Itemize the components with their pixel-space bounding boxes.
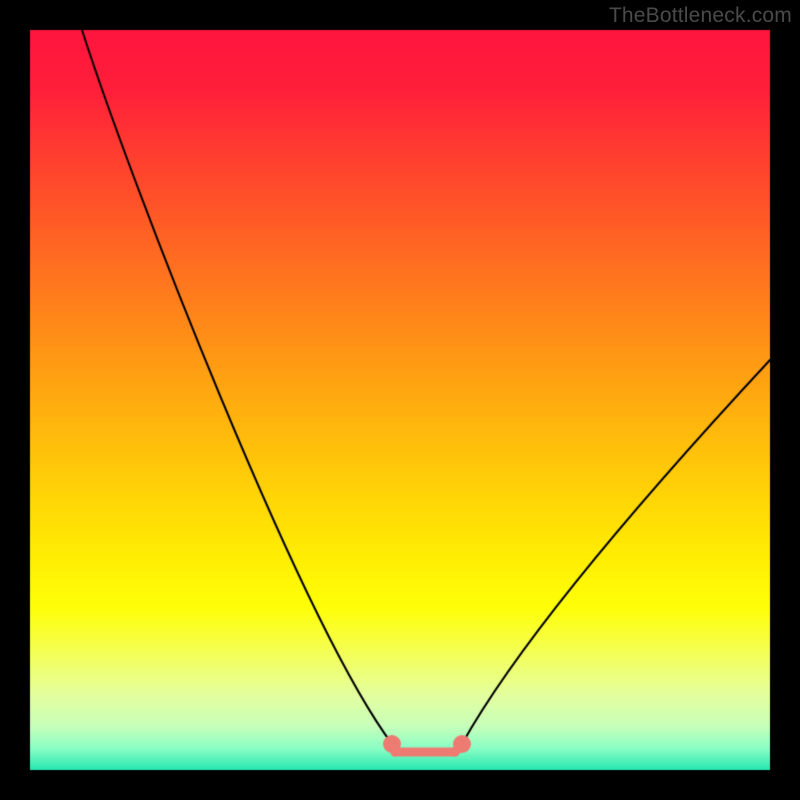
bottleneck-chart-root: { "chart": { "type": "line", "width": 80… xyxy=(0,0,800,800)
bottleneck-curve-chart xyxy=(0,0,800,800)
